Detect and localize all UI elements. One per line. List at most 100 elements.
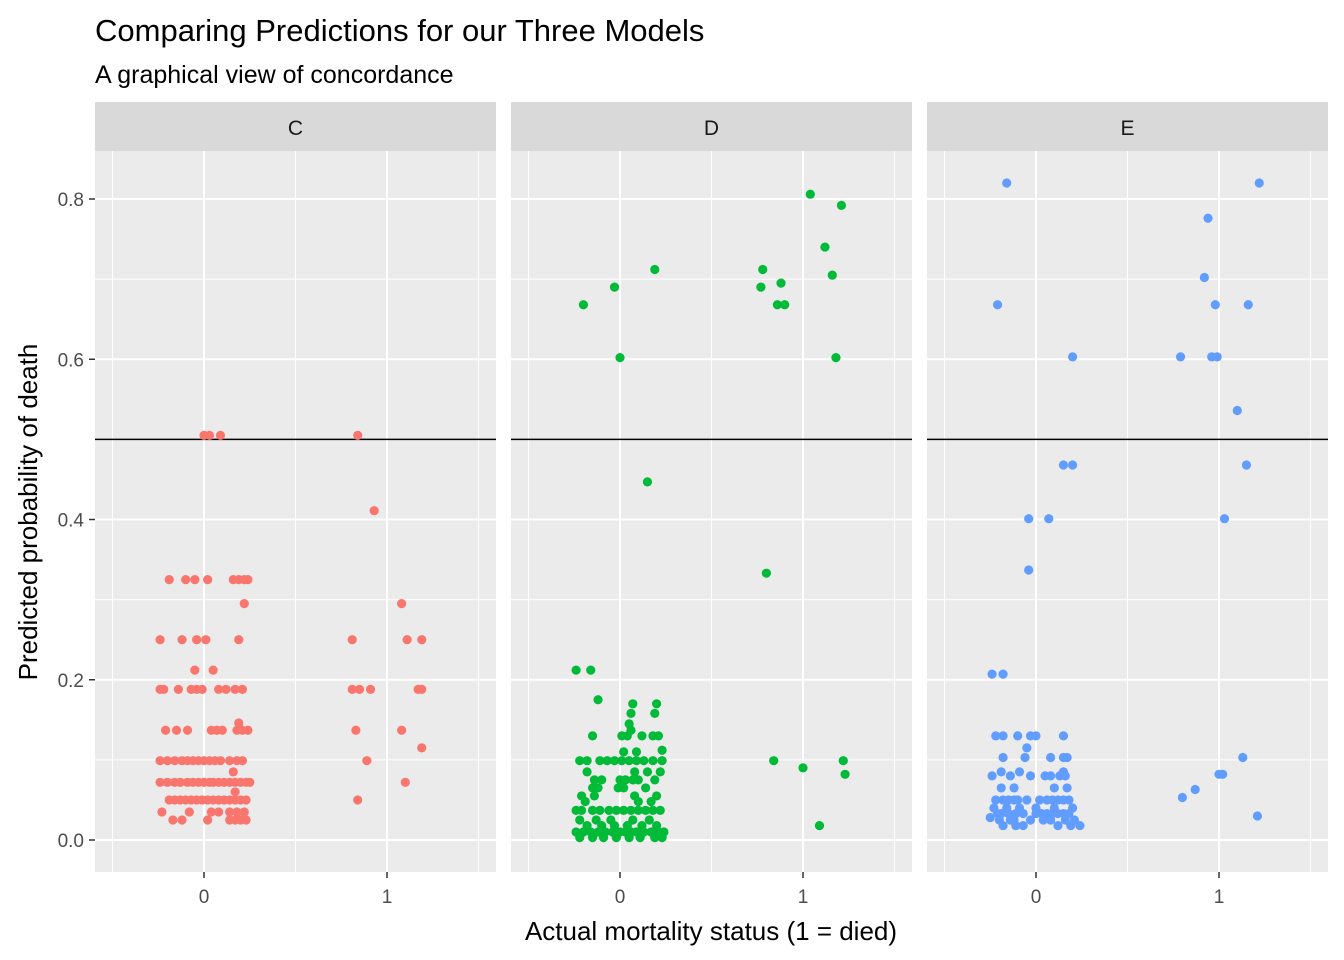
data-point [204, 430, 215, 440]
y-tick-label: 0.2 [58, 671, 84, 692]
data-point [595, 756, 605, 766]
data-point [347, 635, 357, 645]
y-tick-label: 0.4 [58, 511, 85, 532]
x-tick-label: 0 [199, 887, 210, 908]
data-point [657, 832, 667, 843]
data-point [230, 684, 240, 694]
data-point [353, 430, 363, 440]
data-point [987, 771, 997, 781]
data-point [633, 796, 643, 807]
data-point [648, 756, 658, 766]
data-point [1218, 769, 1228, 779]
data-point [1068, 460, 1078, 470]
data-point [353, 795, 363, 805]
data-point [648, 805, 658, 815]
data-point [1046, 771, 1056, 781]
data-point [780, 300, 790, 310]
data-point [820, 242, 830, 252]
data-point [991, 795, 1001, 805]
data-point [650, 832, 660, 843]
data-point [243, 574, 253, 585]
facet-strip [95, 102, 496, 151]
data-point [230, 787, 240, 797]
chart-subtitle: A graphical view of concordance [95, 61, 454, 89]
data-point [642, 767, 653, 777]
y-axis-title: Predicted probability of death [13, 344, 43, 681]
data-point [1060, 771, 1070, 781]
data-point [597, 775, 607, 785]
data-point [657, 745, 667, 755]
facet-panels: C D E [95, 102, 1328, 872]
data-point [575, 756, 585, 766]
data-point [201, 635, 211, 645]
data-point [582, 767, 592, 777]
data-point [157, 807, 167, 817]
data-point [182, 725, 193, 735]
data-point [351, 725, 361, 735]
data-point [155, 756, 165, 766]
data-point [571, 665, 581, 675]
data-point [417, 635, 427, 645]
data-point [239, 599, 249, 609]
facet-panel-e: E [927, 102, 1328, 872]
data-point [347, 684, 357, 694]
data-point [1212, 352, 1222, 362]
data-point [1254, 178, 1264, 188]
data-point [1044, 514, 1054, 524]
data-point [1035, 795, 1045, 805]
data-point [1177, 792, 1187, 803]
data-point [1066, 820, 1076, 831]
data-point [232, 807, 242, 817]
data-point [206, 807, 216, 817]
data-point [630, 767, 640, 777]
data-point [237, 684, 248, 694]
data-point [650, 264, 660, 275]
data-point [168, 815, 178, 825]
data-point [998, 820, 1008, 831]
data-point [417, 684, 427, 694]
data-point [369, 506, 379, 516]
data-point [624, 832, 634, 843]
data-point [1064, 795, 1074, 805]
data-point [1022, 743, 1032, 753]
data-point [1199, 272, 1209, 283]
x-tick-label: 1 [1214, 887, 1225, 908]
data-point [609, 756, 620, 766]
data-point [203, 815, 213, 825]
data-point [617, 756, 627, 766]
data-point [1038, 815, 1048, 825]
data-point [996, 783, 1006, 793]
data-point [1046, 752, 1056, 763]
data-point [1062, 783, 1072, 793]
data-point [589, 791, 599, 801]
data-point [181, 574, 191, 585]
data-point [217, 725, 227, 735]
data-point [598, 832, 609, 843]
data-point [1013, 795, 1023, 805]
data-point [397, 725, 407, 735]
chart-title: Comparing Predictions for our Three Mode… [95, 13, 704, 48]
facet-strip-label: C [288, 117, 303, 140]
data-point [1243, 300, 1253, 310]
data-point [655, 805, 665, 815]
facet-panel-c: C [95, 102, 496, 872]
data-point [615, 353, 625, 363]
data-point [998, 669, 1008, 679]
data-point [586, 665, 596, 675]
data-point [991, 731, 1001, 741]
data-point [1049, 783, 1059, 793]
data-point [1232, 405, 1242, 416]
facet-panel-d: D [511, 102, 912, 872]
facet-strip-label: D [704, 117, 719, 140]
data-point [1031, 731, 1041, 741]
data-point [228, 767, 238, 777]
data-point [365, 684, 376, 694]
data-point [769, 756, 779, 766]
data-point [1252, 811, 1263, 821]
data-point [1210, 300, 1220, 310]
data-point [593, 695, 603, 705]
data-point [595, 805, 605, 815]
facet-strip [927, 102, 1328, 151]
data-point [155, 635, 165, 645]
